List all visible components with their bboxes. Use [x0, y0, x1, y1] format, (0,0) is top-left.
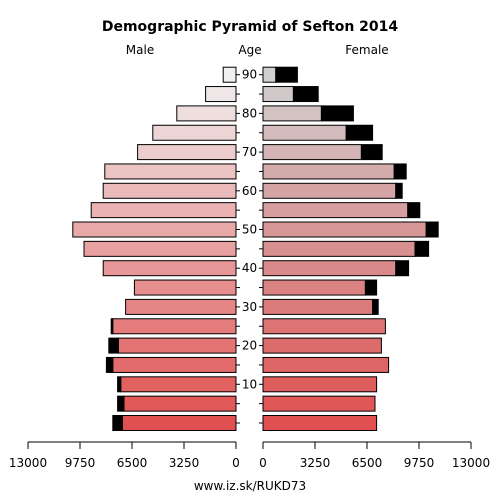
female-excess-35-39: [364, 279, 378, 296]
age-tick-label: 60: [242, 184, 257, 198]
male-bar-70-74: [137, 144, 237, 161]
x-tick-label-female: 3250: [300, 456, 331, 470]
female-excess-80-84: [320, 105, 354, 122]
male-bars: [72, 66, 237, 431]
male-bar-55-59: [90, 202, 237, 219]
female-bar-20-24: [262, 337, 382, 354]
female-bar-10-14: [262, 376, 378, 393]
male-excess-20-24: [108, 337, 119, 354]
age-tick-label: 70: [242, 145, 257, 159]
male-bar-45-49: [83, 240, 237, 257]
female-bar-65-69: [262, 163, 395, 180]
female-bar-60-64: [262, 182, 397, 199]
female-excess-60-64: [395, 182, 403, 199]
footer-source: www.iz.sk/RUKD73: [194, 479, 306, 493]
female-header: Female: [345, 43, 388, 57]
female-excess-30-34: [372, 298, 379, 315]
female-excess-45-49: [414, 240, 430, 257]
male-bar-25-29: [112, 318, 237, 335]
female-bar-80-84: [262, 105, 322, 122]
female-bar-15-19: [262, 356, 390, 373]
female-excess-55-59: [407, 202, 421, 219]
male-bar-15-19: [112, 356, 237, 373]
female-bars: [262, 66, 439, 431]
female-bar-55-59: [262, 202, 409, 219]
age-tick-label: 50: [242, 223, 257, 237]
age-tick-label: 10: [242, 377, 257, 391]
chart-title: Demographic Pyramid of Sefton 2014: [102, 19, 399, 35]
male-bar-80-84: [176, 105, 237, 122]
male-excess-0-4: [112, 415, 123, 431]
x-tick-label-male: 6500: [117, 456, 148, 470]
age-tick-label: 80: [242, 106, 257, 120]
female-bar-90+: [262, 66, 277, 83]
x-tick-label-female: 13000: [452, 456, 490, 470]
female-excess-85-89: [292, 86, 319, 103]
female-bar-70-74: [262, 144, 362, 161]
x-tick-label-male: 13000: [9, 456, 47, 470]
female-bar-85-89: [262, 86, 294, 103]
female-bar-45-49: [262, 240, 416, 257]
x-axis-ticks: 13000 9750 6500 3250 0 0 3250 6500 9750 13000: [9, 442, 490, 470]
male-header: Male: [126, 43, 154, 57]
female-bar-30-34: [262, 298, 374, 315]
female-excess-70-74: [360, 144, 383, 161]
female-bar-25-29: [262, 318, 386, 335]
female-excess-65-69: [393, 163, 407, 180]
female-bar-75-79: [262, 124, 347, 141]
x-tick-label-male: 3250: [169, 456, 200, 470]
age-axis: 10 20 30 40 50 60 70 80 90: [236, 68, 263, 424]
male-bar-5-9: [123, 395, 237, 412]
x-tick-label-female: 6500: [352, 456, 383, 470]
female-bar-0-4: [262, 415, 378, 431]
male-bar-60-64: [102, 182, 237, 199]
male-bar-50-54: [72, 221, 237, 238]
female-bar-50-54: [262, 221, 427, 238]
male-bar-20-24: [117, 337, 237, 354]
male-bar-40-44: [102, 260, 237, 277]
female-excess-40-44: [395, 260, 410, 277]
age-header: Age: [238, 43, 261, 57]
female-bar-40-44: [262, 260, 397, 277]
female-excess-50-54: [425, 221, 439, 238]
x-tick-label-male: 9750: [65, 456, 96, 470]
age-tick-label: 90: [242, 68, 257, 82]
male-bar-35-39: [133, 279, 237, 296]
age-tick-label: 30: [242, 300, 257, 314]
male-excess-5-9: [117, 395, 125, 412]
male-excess-15-19: [105, 356, 114, 373]
male-bar-90+: [222, 66, 237, 83]
female-bar-35-39: [262, 279, 366, 296]
female-bar-5-9: [262, 395, 376, 412]
x-tick-label-male: 0: [232, 456, 240, 470]
x-tick-label-female: 9750: [404, 456, 435, 470]
male-bar-0-4: [121, 415, 237, 431]
male-bar-65-69: [104, 163, 237, 180]
male-excess-10-14: [117, 376, 122, 393]
male-bar-75-79: [152, 124, 237, 141]
male-bar-10-14: [120, 376, 237, 393]
male-bar-85-89: [205, 86, 237, 103]
age-tick-label: 40: [242, 261, 257, 275]
female-excess-75-79: [345, 124, 374, 141]
male-excess-25-29: [110, 318, 114, 335]
female-excess-90+: [275, 66, 298, 83]
male-bar-30-34: [125, 298, 237, 315]
x-tick-label-female: 0: [259, 456, 267, 470]
age-tick-label: 20: [242, 339, 257, 353]
